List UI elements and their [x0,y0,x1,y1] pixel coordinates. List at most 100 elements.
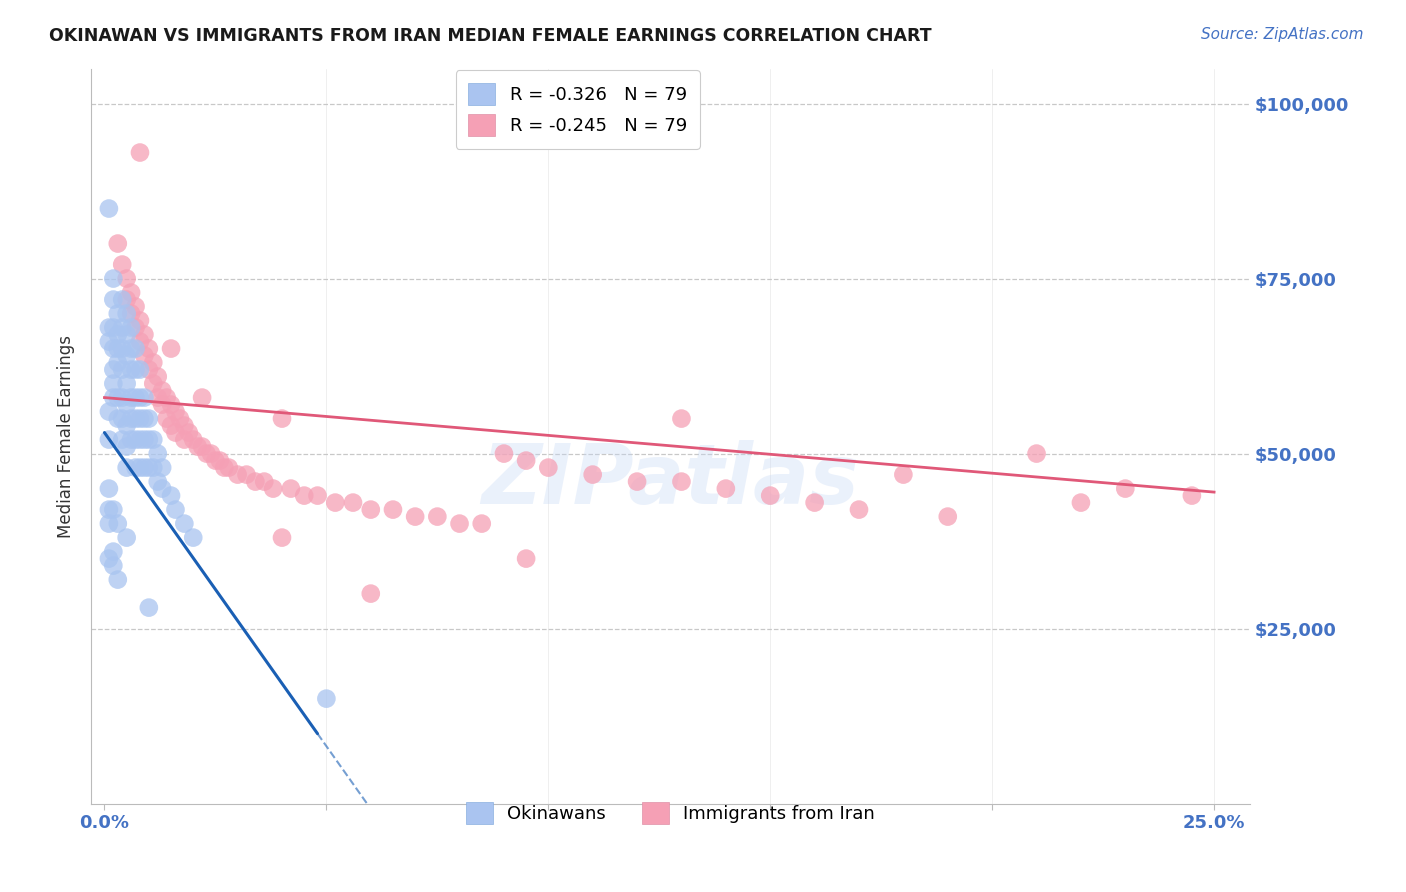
Y-axis label: Median Female Earnings: Median Female Earnings [58,334,75,538]
Point [150,384,173,398]
Point [107,327,129,342]
Point [120,411,142,425]
Point [103,362,125,376]
Point [226,467,249,482]
Point [107,236,129,251]
Point [160,342,183,356]
Point [97,320,120,334]
Point [129,334,152,349]
Point [204,453,226,467]
Point [426,509,449,524]
Point [515,453,537,467]
Point [124,460,146,475]
Point [138,411,160,425]
Point [103,271,125,285]
Point [107,573,129,587]
Point [124,320,146,334]
Text: Source: ZipAtlas.com: Source: ZipAtlas.com [1201,27,1364,42]
Point [187,440,209,454]
Point [1114,482,1136,496]
Point [115,440,138,454]
Point [360,502,382,516]
Point [138,600,160,615]
Point [120,433,142,447]
Point [115,271,138,285]
Point [404,509,426,524]
Point [280,482,302,496]
Point [214,460,236,475]
Point [492,447,515,461]
Point [165,502,187,516]
Point [111,293,134,307]
Point [582,467,605,482]
Point [97,404,120,418]
Point [235,467,257,482]
Point [671,411,693,425]
Point [111,320,134,334]
Point [103,293,125,307]
Point [115,460,138,475]
Point [271,411,294,425]
Point [111,362,134,376]
Point [155,391,177,405]
Point [129,362,152,376]
Point [142,433,165,447]
Text: ZIPatlas: ZIPatlas [481,440,859,521]
Point [714,482,737,496]
Point [103,544,125,558]
Point [97,482,120,496]
Point [146,475,169,489]
Point [142,355,165,369]
Point [134,411,156,425]
Point [111,391,134,405]
Point [97,202,120,216]
Point [381,502,404,516]
Point [124,411,146,425]
Point [803,495,825,509]
Point [120,285,142,300]
Point [191,440,214,454]
Point [134,349,156,363]
Point [120,391,142,405]
Point [1181,489,1204,503]
Point [150,398,173,412]
Point [115,293,138,307]
Point [124,433,146,447]
Point [142,460,165,475]
Point [146,447,169,461]
Point [307,489,329,503]
Point [111,411,134,425]
Point [103,342,125,356]
Point [115,531,138,545]
Point [759,489,782,503]
Point [173,516,195,531]
Point [138,460,160,475]
Point [253,475,276,489]
Point [107,355,129,369]
Point [155,411,177,425]
Point [150,482,173,496]
Point [177,425,200,440]
Point [146,369,169,384]
Point [97,551,120,566]
Point [515,551,537,566]
Point [173,433,195,447]
Point [360,586,382,600]
Point [626,475,648,489]
Point [471,516,494,531]
Point [936,509,959,524]
Point [169,411,191,425]
Point [129,145,152,160]
Point [97,334,120,349]
Point [315,691,337,706]
Point [150,460,173,475]
Point [129,313,152,327]
Point [107,342,129,356]
Point [129,411,152,425]
Point [97,433,120,447]
Point [124,391,146,405]
Point [103,320,125,334]
Point [107,411,129,425]
Point [160,398,183,412]
Point [323,495,346,509]
